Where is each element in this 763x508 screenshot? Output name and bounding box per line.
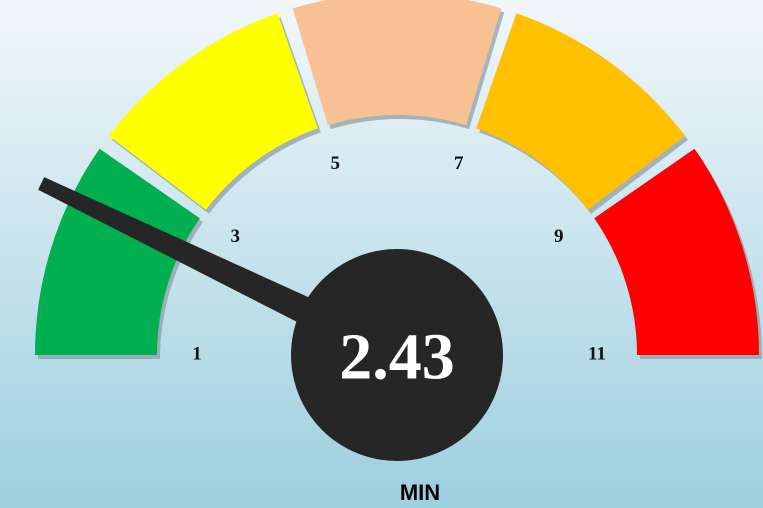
gauge-label: MIN bbox=[400, 480, 440, 505]
tick-label: 5 bbox=[330, 153, 340, 174]
hub bbox=[291, 249, 503, 461]
tick-label: 7 bbox=[454, 153, 464, 174]
tick-label: 3 bbox=[230, 226, 240, 247]
band bbox=[108, 13, 318, 210]
band bbox=[476, 13, 686, 210]
tick-label: 11 bbox=[588, 343, 606, 364]
band bbox=[292, 0, 502, 126]
ticks: 1 3 5 7 9 11 bbox=[192, 153, 606, 364]
tick-label: 9 bbox=[554, 226, 564, 247]
gauge-value: 2.43 bbox=[339, 321, 455, 394]
tick-label: 1 bbox=[192, 343, 202, 364]
band bbox=[594, 148, 759, 355]
